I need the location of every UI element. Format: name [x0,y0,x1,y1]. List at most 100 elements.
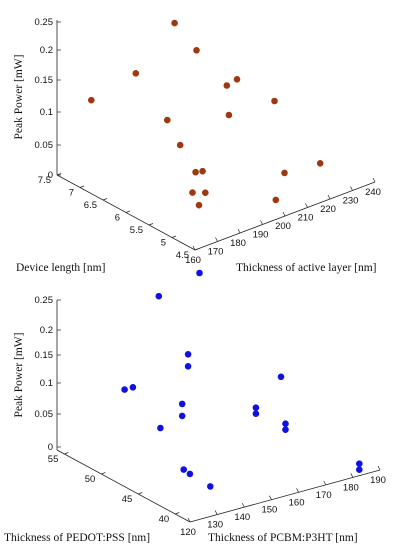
data-point [192,168,199,176]
z-tick-label: 0 [48,442,53,453]
data-point [223,82,231,89]
z-tick: 0.15 [35,350,61,361]
z-tick: 0 [48,442,61,453]
z-tick-label: 0.2 [40,45,53,56]
width-tick-label: 210 [298,213,314,224]
data-point [186,470,194,478]
depth-tick: 5.5 [130,223,154,236]
z-ticks-top: 0 0.05 0.1 0.15 0.2 0.25 [35,17,61,181]
data-point [271,97,278,105]
z-tick: 0.2 [40,325,61,336]
width-tick-label: 140 [234,512,250,523]
width-tick-label: 120 [180,527,196,538]
data-point [281,169,288,177]
depth-tick-label: 45 [122,494,133,505]
depth-tick: 5 [161,235,177,249]
depth-tick: 6 [115,210,131,224]
data-point [356,466,363,474]
width-tick: 220 [320,194,336,215]
depth-axis-line [56,449,191,523]
width-tick: 230 [343,186,359,207]
depth-ticks-bottom: 40 45 50 55 [48,452,180,525]
depth-tick: 40 [159,512,180,525]
data-point [155,292,163,300]
data-point [164,116,171,124]
data-point [178,412,186,420]
panel-top: 00.050.10.150.20.25 4.555.566.577.5 1601… [13,17,381,274]
depth-tick-label: 5 [161,238,166,249]
data-point [184,351,192,358]
data-point [202,189,209,196]
data-point [189,189,196,196]
width-tick-label: 160 [289,497,305,508]
axes-bottom [56,300,381,523]
depth-ticks-top: 4.5 5 5.5 6 6.5 7 7.5 [38,173,200,261]
data-point [282,420,289,428]
z-tick-label: 0.05 [35,140,54,151]
data-point [252,410,260,418]
data-point [282,426,289,434]
z-tick: 0.05 [35,140,61,151]
depth-tick-label: 7.5 [38,175,51,186]
depth-tick-label: 6.5 [84,200,97,211]
depth-axis-label: Thickness of PEDOT:PSS [nm] [4,532,150,544]
z-tick-label: 0.15 [35,75,54,86]
depth-tick-label: 55 [48,454,59,465]
z-tick: 0.25 [35,295,61,306]
points-top [88,19,324,209]
depth-tick-label: 4.5 [176,250,189,261]
width-tick: 140 [234,502,250,523]
width-tick: 180 [343,473,359,493]
depth-tick-label: 6 [115,213,120,224]
width-tick-label: 190 [370,475,386,486]
width-tick: 180 [230,228,246,249]
data-point [184,363,192,370]
data-point [171,19,178,27]
width-tick-label: 170 [316,490,332,501]
data-point [157,424,164,432]
data-point [121,386,128,393]
z-tick: 0.05 [35,409,61,420]
z-tick-label: 0.1 [40,378,53,389]
data-point [277,373,285,381]
data-point [272,196,280,204]
z-tick-label: 0.25 [35,295,54,306]
depth-tick-label: 5.5 [130,225,143,236]
depth-tick-label: 7 [69,188,74,199]
depth-tick: 7 [69,185,85,199]
panel-bottom: 0 0.05 0.1 0.15 0.2 0.25 40 45 50 55 120 130 140 15… [4,269,386,544]
width-tick: 200 [275,211,291,232]
width-tick-label: 180 [343,482,359,493]
axes-top [56,20,376,251]
width-tick: 150 [261,495,277,516]
depth-tick: 55 [48,452,69,465]
data-point [233,76,241,83]
width-tick: 170 [208,237,224,258]
data-point [129,384,137,391]
z-tick-label: 0.1 [40,107,53,118]
data-point [88,96,95,104]
depth-tick: 6.5 [84,198,108,211]
width-tick-label: 150 [261,505,277,516]
z-tick: 0.15 [35,75,61,86]
z-axis-label: Peak Power [mW] [13,55,25,140]
width-tick: 130 [207,510,223,531]
data-point [225,111,233,119]
width-tick: 190 [253,220,268,241]
width-tick: 210 [298,203,314,224]
depth-tick: 50 [85,472,106,485]
z-tick: 0.1 [40,378,61,389]
width-tick-label: 170 [208,247,224,258]
z-tick-label: 0.15 [35,350,54,361]
width-tick-label: 230 [343,196,359,207]
width-tick-label: 200 [275,221,291,232]
data-point [176,141,184,149]
data-point [193,47,200,54]
z-axis-label: Peak Power [mW] [13,333,25,418]
data-point [207,483,214,490]
width-tick-label: 160 [185,255,201,266]
depth-tick: 45 [122,492,143,505]
width-tick-label: 240 [365,187,381,198]
width-tick-label: 130 [207,520,223,531]
